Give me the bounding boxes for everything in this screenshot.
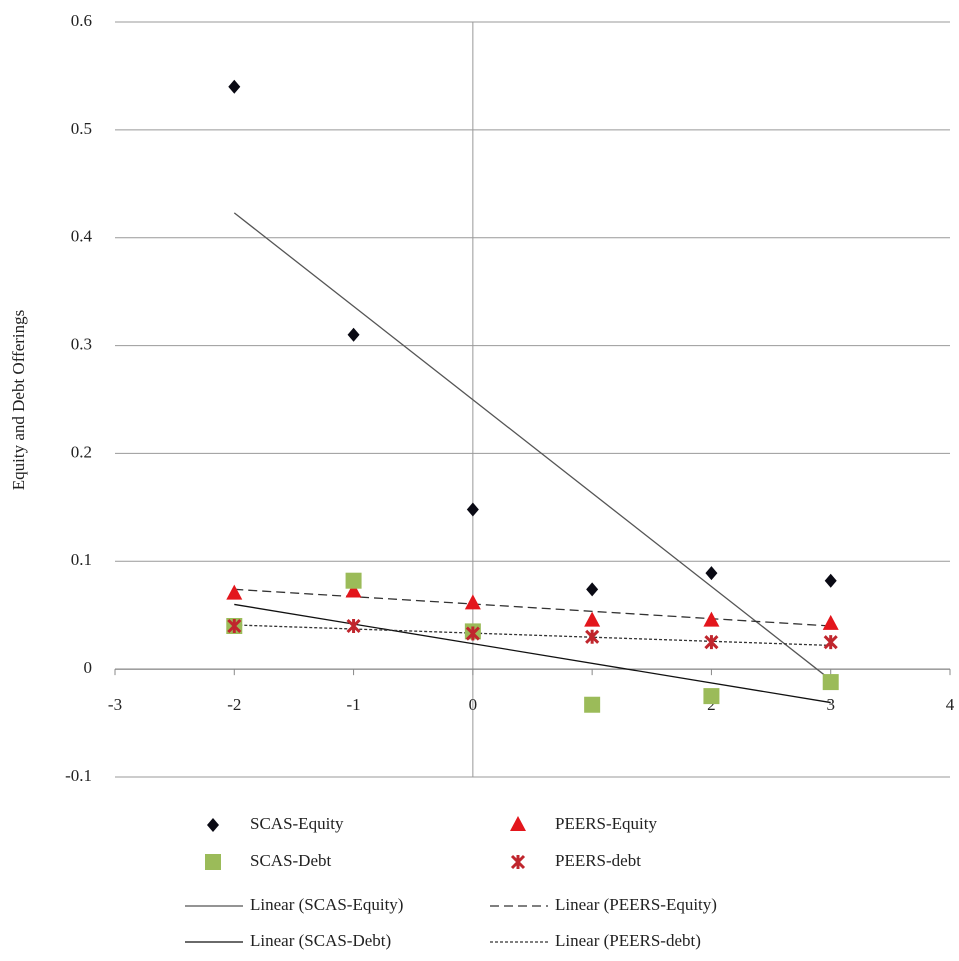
data-point — [226, 584, 243, 600]
data-point — [824, 573, 837, 588]
y-tick-label: 0 — [84, 658, 93, 677]
data-point — [584, 611, 601, 627]
y-tick-label: 0.6 — [71, 11, 92, 30]
data-point — [704, 635, 719, 650]
x-tick-label: 2 — [707, 695, 716, 714]
data-point — [346, 618, 361, 634]
trend-line — [234, 624, 831, 647]
data-point — [703, 688, 720, 705]
y-tick-label: 0.5 — [71, 119, 92, 138]
legend-marker — [510, 854, 526, 870]
x-tick-label: 0 — [469, 695, 478, 714]
y-tick-label: 0.2 — [71, 442, 92, 461]
y-tick-label: 0.4 — [71, 227, 93, 246]
legend-label: Linear (SCAS-Debt) — [250, 931, 391, 950]
y-tick-label: 0.1 — [71, 550, 92, 569]
legend-label: PEERS-debt — [555, 851, 641, 870]
trend-line — [234, 588, 831, 627]
data-point — [345, 572, 362, 589]
x-tick-label: -2 — [227, 695, 241, 714]
data-point — [823, 635, 838, 650]
y-tick-label: -0.1 — [65, 766, 92, 785]
legend-label: PEERS-Equity — [555, 814, 658, 833]
data-point — [347, 327, 360, 342]
trend-line — [234, 603, 831, 704]
legend-marker — [205, 854, 221, 870]
data-point — [705, 566, 718, 581]
x-tick-label: -1 — [346, 695, 360, 714]
data-point — [466, 502, 479, 517]
y-axis-label: Equity and Debt Offerings — [9, 310, 28, 491]
trend-line — [233, 212, 832, 681]
data-point — [227, 618, 242, 634]
data-point — [465, 626, 480, 641]
data-point — [584, 696, 601, 713]
x-tick-label: 4 — [946, 695, 955, 714]
data-point — [586, 582, 599, 597]
legend-label: Linear (PEERS-debt) — [555, 931, 701, 950]
data-point — [703, 611, 720, 627]
legend-label: SCAS-Equity — [250, 814, 344, 833]
legend-label: SCAS-Debt — [250, 851, 332, 870]
data-point — [464, 594, 481, 610]
legend-label: Linear (SCAS-Equity) — [250, 895, 403, 914]
legend-marker — [510, 816, 526, 831]
legend-marker — [207, 818, 219, 832]
y-tick-label: 0.3 — [71, 334, 92, 353]
x-tick-label: 3 — [826, 695, 835, 714]
legend-label: Linear (PEERS-Equity) — [555, 895, 717, 914]
data-point — [345, 582, 362, 598]
data-point — [822, 614, 839, 630]
data-point — [822, 674, 839, 691]
x-tick-label: -3 — [108, 695, 122, 714]
data-point — [585, 629, 600, 644]
data-point — [228, 79, 241, 94]
